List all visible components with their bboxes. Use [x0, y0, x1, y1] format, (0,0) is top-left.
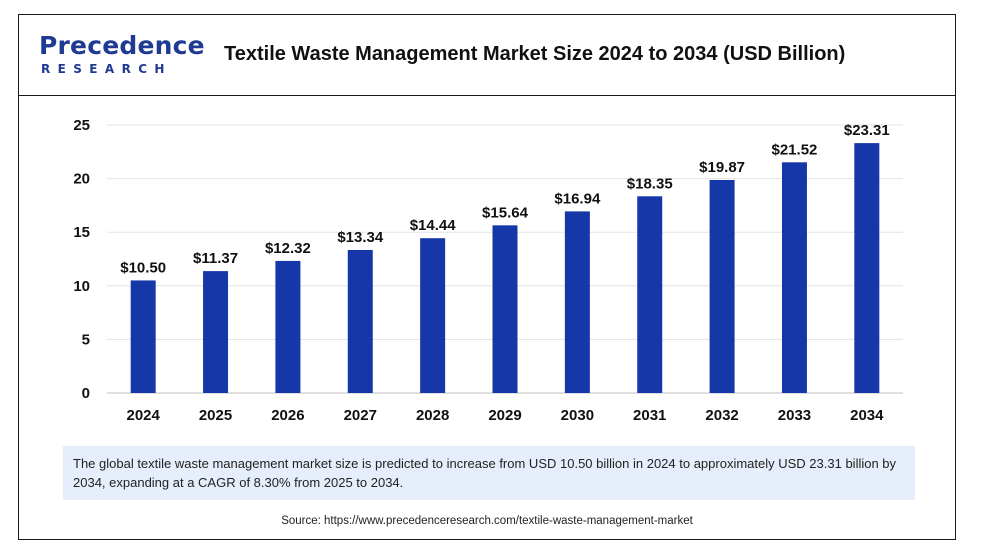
brand-logo: Precedence RESEARCH [39, 31, 205, 85]
bar-value-label: $21.52 [772, 141, 818, 158]
y-tick-label: 25 [73, 117, 90, 134]
bar [854, 143, 880, 393]
bar-value-label: $15.64 [482, 204, 529, 221]
x-tick-label: 2026 [271, 407, 304, 424]
bar-value-label: $18.35 [627, 175, 673, 192]
bar [347, 249, 373, 393]
bar [781, 162, 807, 393]
x-tick-label: 2032 [705, 407, 738, 424]
bar-value-label: $13.34 [337, 229, 384, 246]
bar [130, 280, 156, 393]
x-tick-label: 2025 [199, 407, 232, 424]
bar-value-label: $14.44 [410, 217, 457, 234]
bar [564, 211, 590, 393]
x-tick-label: 2027 [344, 407, 377, 424]
bar-chart: 0510152025$10.502024$11.372025$12.322026… [73, 117, 903, 424]
bar [637, 196, 663, 393]
y-tick-label: 15 [73, 224, 90, 241]
summary-box: The global textile waste management mark… [63, 446, 915, 500]
y-tick-label: 20 [73, 171, 90, 188]
x-tick-label: 2028 [416, 407, 449, 424]
chart-title: Textile Waste Management Market Size 202… [224, 43, 846, 65]
bar [492, 225, 518, 393]
bar-value-label: $11.37 [193, 250, 238, 267]
bar-value-label: $10.50 [120, 259, 166, 276]
bar [275, 260, 301, 393]
bar-value-label: $19.87 [699, 159, 745, 176]
x-tick-label: 2030 [561, 407, 594, 424]
x-tick-label: 2029 [488, 407, 521, 424]
bar [709, 179, 735, 393]
y-tick-label: 5 [82, 331, 90, 348]
source-note: Source: https://www.precedenceresearch.c… [281, 515, 693, 527]
bar [420, 238, 446, 393]
bar-value-label: $12.32 [265, 240, 311, 257]
y-tick-label: 0 [82, 385, 90, 402]
x-tick-label: 2033 [778, 407, 811, 424]
logo-wordmark: Precedence [39, 31, 205, 60]
x-tick-label: 2031 [633, 407, 666, 424]
x-tick-label: 2024 [126, 407, 160, 424]
chart-frame: Precedence RESEARCH Textile Waste Manage… [18, 14, 956, 540]
bar [203, 271, 229, 393]
logo-subtitle: RESEARCH [41, 62, 172, 76]
bar-value-label: $16.94 [554, 190, 601, 207]
header: Precedence RESEARCH Textile Waste Manage… [19, 15, 955, 96]
bar-value-label: $23.31 [844, 122, 890, 139]
y-tick-label: 10 [73, 278, 90, 295]
x-tick-label: 2034 [850, 407, 884, 424]
